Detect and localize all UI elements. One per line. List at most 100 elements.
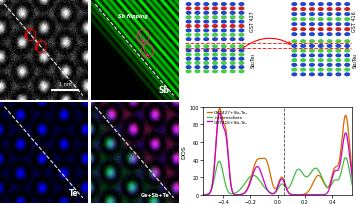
Circle shape [327,29,332,31]
Circle shape [310,24,314,26]
Circle shape [239,12,244,15]
Circle shape [292,41,297,43]
Circle shape [301,34,305,36]
Circle shape [230,71,235,73]
Circle shape [345,29,350,31]
Circle shape [221,26,226,28]
Circle shape [319,4,323,6]
Circle shape [301,41,305,43]
Circle shape [230,34,235,37]
Circle shape [336,29,341,31]
Circle shape [186,34,191,37]
Circle shape [195,21,200,24]
Circle shape [327,14,332,16]
Circle shape [319,64,323,67]
Circle shape [195,30,200,32]
Circle shape [327,64,332,67]
Circle shape [319,29,323,31]
Circle shape [310,9,314,11]
Circle shape [204,12,209,15]
Circle shape [239,30,244,32]
Text: GST 427: GST 427 [250,12,255,32]
Circle shape [239,34,244,37]
Circle shape [345,74,350,76]
Circle shape [345,45,350,48]
Circle shape [213,4,217,6]
Circle shape [186,21,191,24]
Line: intermediate: intermediate [203,158,352,195]
intermediate [290,181,294,183]
Circle shape [213,17,217,19]
Circle shape [292,34,297,36]
GST427+Sb₂Te₃ [347,139,351,141]
GST416+Sb₂Te₄ [350,178,355,181]
Circle shape [336,45,341,48]
Circle shape [239,21,244,24]
Circle shape [310,4,314,6]
Circle shape [195,12,200,15]
Circle shape [319,45,323,48]
Circle shape [336,19,341,21]
Circle shape [345,60,350,62]
Circle shape [186,50,191,52]
Circle shape [345,24,350,26]
Circle shape [336,74,341,76]
Circle shape [195,50,200,52]
GST427+Sb₂Te₃ [273,187,277,190]
Circle shape [204,8,209,11]
GST416+Sb₂Te₄ [272,192,276,194]
Circle shape [221,21,226,24]
Circle shape [319,55,323,57]
Circle shape [230,39,235,41]
Circle shape [221,39,226,41]
Circle shape [186,26,191,28]
Circle shape [204,21,209,24]
Circle shape [310,74,314,76]
Circle shape [221,62,226,65]
Circle shape [345,14,350,16]
Circle shape [204,34,209,37]
Circle shape [239,50,244,52]
Circle shape [221,58,226,61]
Circle shape [336,41,341,43]
Circle shape [213,26,217,28]
Circle shape [213,12,217,15]
Circle shape [221,71,226,73]
Circle shape [310,50,314,53]
intermediate [323,184,328,186]
Circle shape [301,24,305,26]
intermediate [344,157,348,159]
Circle shape [186,39,191,41]
Circle shape [195,8,200,11]
GST416+Sb₂Te₄ [218,112,222,115]
Circle shape [301,19,305,21]
Circle shape [239,46,244,48]
Circle shape [319,19,323,21]
Circle shape [213,30,217,32]
Circle shape [310,19,314,21]
Circle shape [301,55,305,57]
Circle shape [195,39,200,41]
Circle shape [186,12,191,15]
Circle shape [239,54,244,57]
Circle shape [213,62,217,65]
Circle shape [327,41,332,43]
Circle shape [327,19,332,21]
Circle shape [292,29,297,31]
Circle shape [336,55,341,57]
Circle shape [292,24,297,26]
Circle shape [319,60,323,62]
intermediate [350,184,355,187]
Circle shape [230,62,235,65]
Circle shape [292,60,297,62]
intermediate [201,194,205,196]
Circle shape [336,14,341,16]
Circle shape [319,41,323,43]
Circle shape [319,34,323,36]
Text: 1 nm: 1 nm [59,82,72,87]
Circle shape [230,26,235,28]
Circle shape [336,60,341,62]
Circle shape [239,62,244,65]
Circle shape [195,4,200,6]
Circle shape [292,4,297,6]
